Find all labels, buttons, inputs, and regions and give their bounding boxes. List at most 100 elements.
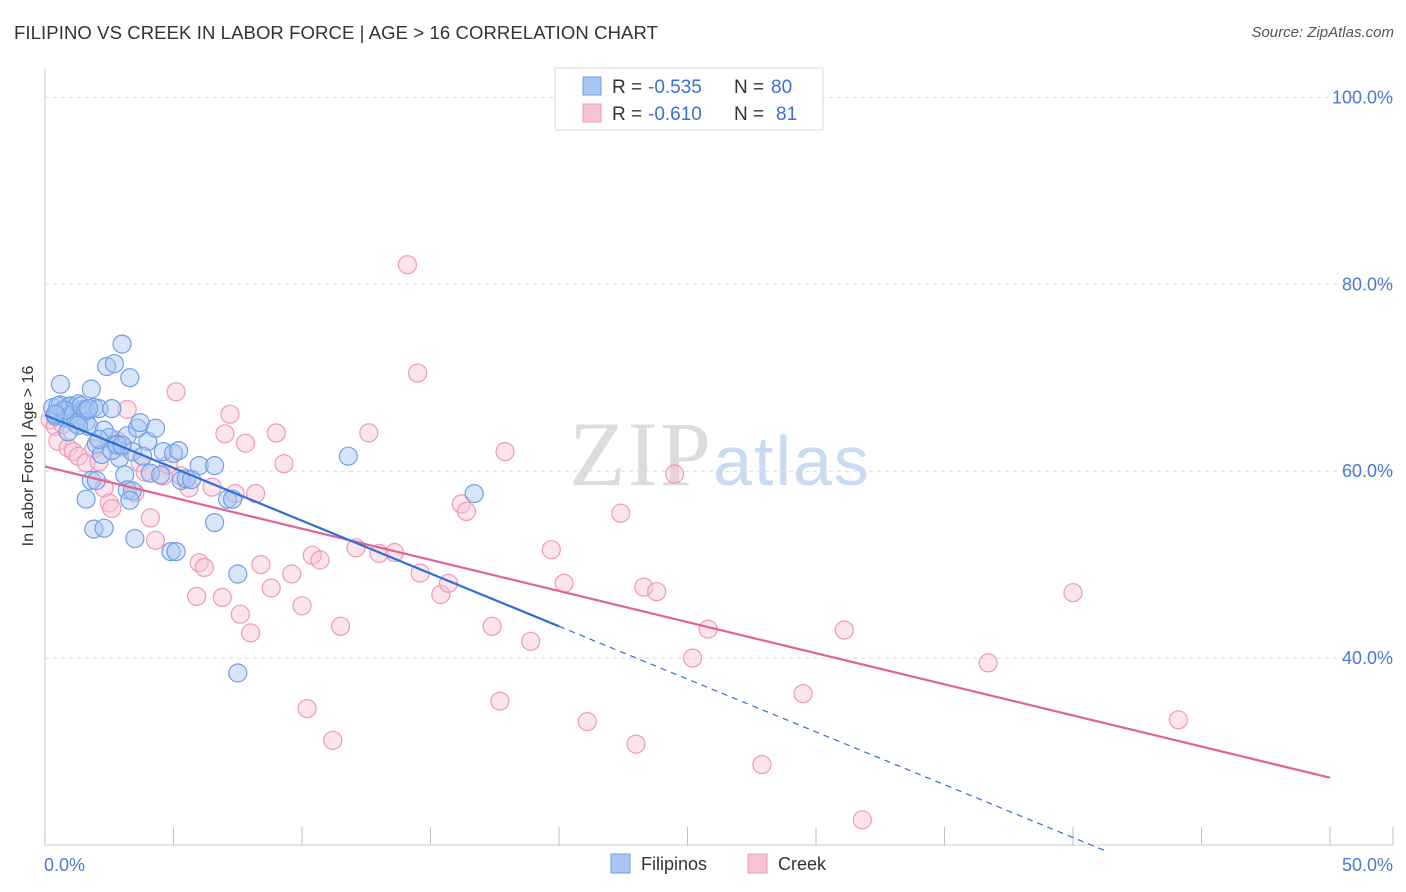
filipinos-point xyxy=(104,354,125,374)
y-tick-labels: 100.0% 80.0% 60.0% 40.0% xyxy=(1332,87,1393,668)
creek-point xyxy=(266,423,286,443)
filipinos-point xyxy=(130,413,150,433)
y-tick-label-1: 80.0% xyxy=(1342,274,1393,294)
series-legend-label-creek: Creek xyxy=(778,854,827,874)
y-axis-label: In Labor Force | Age > 16 xyxy=(20,366,37,547)
x-tick-label-0: 0.0% xyxy=(44,855,85,875)
creek-point xyxy=(611,503,631,523)
filipinos-point xyxy=(50,374,71,394)
filipinos-point xyxy=(125,528,145,549)
creek-point xyxy=(220,404,240,424)
filipinos-point xyxy=(120,368,140,388)
filipinos-point xyxy=(205,456,225,476)
filipinos-point xyxy=(84,519,104,539)
creek-point xyxy=(682,648,703,668)
correlation-legend: R = -0.535 N = 80 R = -0.610 N = 81 xyxy=(554,67,824,131)
creek-point xyxy=(834,620,854,640)
series-legend-swatch-filipinos xyxy=(610,853,631,874)
series-creek xyxy=(40,255,1189,830)
creek-point xyxy=(456,501,477,521)
creek-point xyxy=(431,584,451,605)
creek-point xyxy=(194,557,214,578)
creek-point xyxy=(521,631,541,651)
creek-point xyxy=(852,810,872,830)
chart-title: FILIPINO VS CREEK IN LABOR FORCE | AGE >… xyxy=(14,22,658,43)
legend-n-value-0: 80 xyxy=(771,77,792,98)
axes xyxy=(44,68,1394,846)
y-tick-label-2: 60.0% xyxy=(1342,461,1393,481)
creek-point xyxy=(292,596,312,616)
y-tick-label-0: 100.0% xyxy=(1332,87,1393,107)
filipinos-point xyxy=(464,484,484,504)
creek-point xyxy=(495,442,515,462)
series-legend-label-filipinos: Filipinos xyxy=(641,854,707,874)
filipinos-point xyxy=(91,444,112,464)
legend-swatch-creek xyxy=(582,103,602,123)
legend-swatch-filipinos xyxy=(582,76,602,96)
filipinos-point xyxy=(338,446,358,466)
creek-point xyxy=(541,540,561,560)
filipinos-point xyxy=(228,564,248,584)
watermark: ZIPatlas xyxy=(569,403,871,505)
filipinos-point xyxy=(97,356,117,377)
creek-point xyxy=(310,550,330,570)
legend-r-label-1: R = xyxy=(612,104,642,125)
creek-point xyxy=(1063,583,1083,603)
filipinos-point xyxy=(115,465,135,485)
creek-point xyxy=(297,698,317,719)
filipinos-point xyxy=(81,379,101,399)
creek-point xyxy=(323,730,343,750)
watermark-text: ZIPatlas xyxy=(569,403,871,505)
filipinos-point xyxy=(76,489,96,509)
legend-r-value-1: -0.610 xyxy=(648,104,702,125)
creek-point xyxy=(140,508,160,528)
creek-point xyxy=(274,454,294,474)
creek-point xyxy=(752,754,772,775)
filipinos-point xyxy=(112,334,132,354)
creek-point xyxy=(490,691,510,711)
creek-point xyxy=(212,587,232,608)
filipinos-point xyxy=(163,443,184,463)
creek-point xyxy=(235,433,256,453)
source-label: Source: ZipAtlas.com xyxy=(1251,24,1394,41)
filipinos-point xyxy=(205,512,225,533)
creek-point xyxy=(117,399,137,420)
filipinos-trend-line xyxy=(44,414,560,628)
creek-point xyxy=(647,582,667,602)
creek-point xyxy=(577,711,597,732)
creek-point xyxy=(978,653,998,673)
x-tick-label-1: 50.0% xyxy=(1342,855,1393,875)
creek-point xyxy=(68,446,89,466)
trend-layer xyxy=(44,414,1331,851)
creek-point xyxy=(282,564,302,584)
filipinos-point xyxy=(120,490,140,510)
legend-r-value-0: -0.535 xyxy=(648,77,702,98)
creek-point xyxy=(241,623,261,643)
creek-point xyxy=(359,423,379,443)
creek-point xyxy=(397,255,417,275)
filipinos-point xyxy=(228,663,248,683)
filipinos-point xyxy=(169,441,189,461)
points-layer xyxy=(40,255,1189,830)
filipinos-point xyxy=(94,518,114,538)
legend-r-label-0: R = xyxy=(612,77,642,98)
filipinos-point xyxy=(151,465,171,485)
legend-n-label-0: N = xyxy=(734,77,764,98)
filipinos-point xyxy=(79,399,99,419)
x-tick-labels: 0.0% 50.0% xyxy=(44,855,1393,875)
creek-point xyxy=(261,578,281,598)
creek-point xyxy=(482,616,502,636)
filipinos-point xyxy=(166,541,186,562)
creek-point xyxy=(793,683,813,704)
creek-point xyxy=(230,604,250,624)
creek-point xyxy=(215,424,235,444)
filipinos-point xyxy=(161,541,181,562)
creek-point xyxy=(408,363,428,383)
creek-point xyxy=(166,382,186,402)
creek-point xyxy=(251,554,271,575)
legend-n-label-1: N = xyxy=(734,104,764,125)
creek-point xyxy=(187,586,207,607)
creek-point xyxy=(626,734,646,754)
creek-trend-line xyxy=(44,465,1331,779)
